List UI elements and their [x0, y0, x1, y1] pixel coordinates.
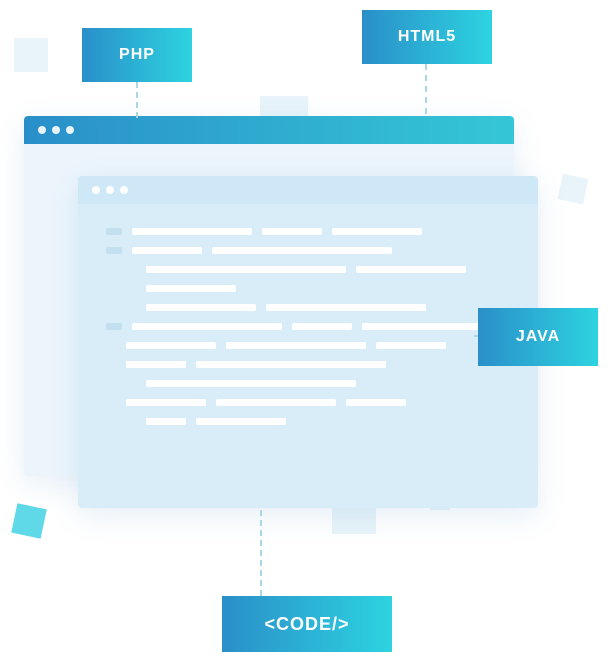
code-segment [146, 304, 256, 311]
window-dot-icon [92, 186, 100, 194]
code-segment [196, 361, 386, 368]
window-dot-icon [120, 186, 128, 194]
badge-label: PHP [119, 46, 155, 64]
browser-window-front [78, 176, 538, 508]
window-dot-icon [52, 126, 60, 134]
connector-line [136, 82, 138, 118]
code-segment [106, 323, 122, 330]
code-segment [146, 285, 236, 292]
code-line [106, 380, 510, 387]
badge-java: JAVA [478, 308, 598, 366]
code-segment [196, 418, 286, 425]
code-segment [356, 266, 466, 273]
code-line [106, 399, 510, 406]
decorative-square [11, 503, 47, 539]
connector-line [260, 510, 262, 596]
window-dot-icon [106, 186, 114, 194]
code-segment [132, 228, 252, 235]
titlebar-back [24, 116, 514, 144]
code-segment [132, 247, 202, 254]
code-line [106, 342, 510, 349]
code-line [106, 228, 510, 235]
code-segment [126, 342, 216, 349]
code-line [106, 247, 510, 254]
code-segment [126, 399, 206, 406]
code-segment [212, 247, 392, 254]
code-segment [146, 380, 356, 387]
code-line [106, 285, 510, 292]
code-segment [216, 399, 336, 406]
window-dot-icon [38, 126, 46, 134]
window-dot-icon [66, 126, 74, 134]
code-segment [362, 323, 482, 330]
code-segment [106, 247, 122, 254]
badge-label: JAVA [516, 328, 560, 346]
code-editor-body [78, 204, 538, 508]
code-segment [132, 323, 282, 330]
badge-php: PHP [82, 28, 192, 82]
code-segment [226, 342, 366, 349]
code-segment [266, 304, 426, 311]
code-line [106, 323, 510, 330]
badge-html5: HTML5 [362, 10, 492, 64]
titlebar-front [78, 176, 538, 204]
code-segment [126, 361, 186, 368]
badge-label: HTML5 [398, 28, 456, 46]
code-segment [376, 342, 446, 349]
decorative-square [558, 174, 589, 205]
code-segment [332, 228, 422, 235]
code-segment [146, 266, 346, 273]
code-segment [346, 399, 406, 406]
code-line [106, 361, 510, 368]
badge-code: <CODE/> [222, 596, 392, 652]
code-line [106, 418, 510, 425]
badge-label: <CODE/> [264, 614, 349, 635]
code-segment [146, 418, 186, 425]
code-segment [106, 228, 122, 235]
code-line [106, 304, 510, 311]
decorative-square [14, 38, 48, 72]
code-segment [292, 323, 352, 330]
code-line [106, 266, 510, 273]
connector-line [425, 64, 427, 114]
code-segment [262, 228, 322, 235]
